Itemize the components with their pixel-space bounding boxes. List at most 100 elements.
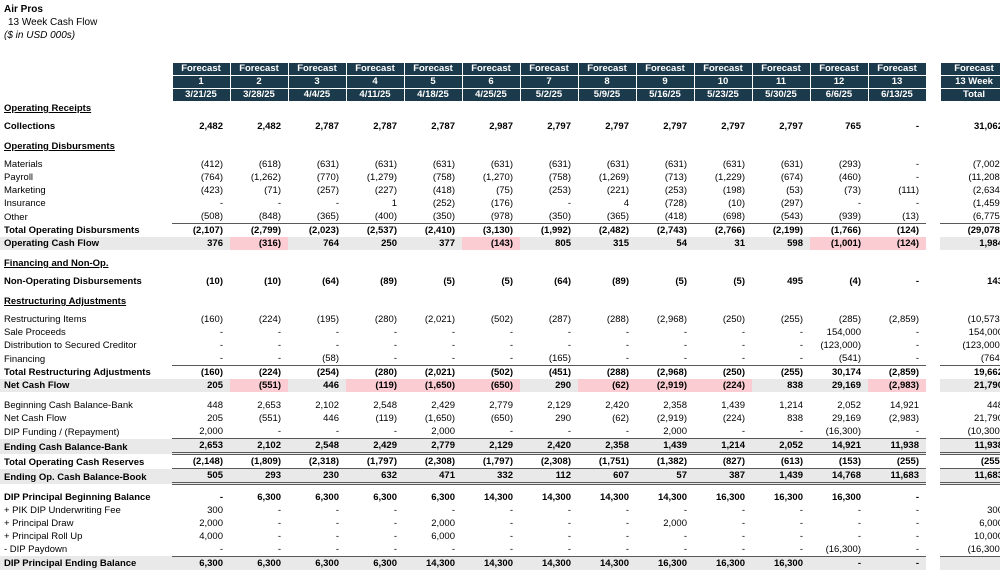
row-cell: - — [625, 530, 629, 542]
col-type-1: Forecast — [171, 62, 231, 76]
row-cell: - — [799, 517, 803, 529]
row-cell: 838 — [752, 379, 810, 392]
col-type-7: Forecast — [519, 62, 579, 76]
row-cell: (412) — [200, 159, 223, 170]
row-gap — [926, 339, 940, 352]
row-cell: (1,797) — [366, 456, 397, 467]
row-gap — [926, 399, 940, 412]
row-cell: 230 — [288, 468, 346, 485]
row-cell: (1,229) — [714, 172, 745, 183]
row-cell: - — [335, 517, 339, 529]
row-cell: (176) — [490, 198, 513, 209]
row-cell: (2,023) — [288, 223, 346, 237]
col-week-6: 6 — [461, 75, 521, 89]
row-cell: (89) — [380, 276, 397, 287]
row-cell: - — [915, 340, 919, 351]
row-spacer — [0, 288, 1000, 295]
row-cell: - — [567, 517, 571, 529]
row-cell: - — [509, 340, 513, 351]
row-cell: - — [752, 425, 810, 439]
col-week-2: 2 — [229, 75, 289, 89]
table-row: Collections 2,482 2,482 2,787 2,787 2,787 2,98… — [0, 120, 1000, 133]
col-type-3: Forecast — [287, 62, 347, 76]
row-total-cell: (10,573) — [967, 314, 1000, 325]
row-cell: 16,300 — [636, 555, 694, 570]
header-gap-week — [926, 75, 940, 89]
row-total-cell: 10,000 — [973, 530, 1000, 542]
row-cell: - — [230, 425, 288, 439]
row-cell: - — [625, 517, 629, 529]
col-type-4: Forecast — [345, 62, 405, 76]
row-label: Non-Operating Disbursements — [4, 276, 142, 287]
col-date-total: Total — [939, 88, 1000, 102]
col-week-10: 10 — [693, 75, 753, 89]
row-cell: (255) — [780, 314, 803, 325]
row-total-cell: (255) — [980, 456, 1000, 467]
row-cell: (827) — [722, 456, 745, 467]
table-row: Ending Cash Balance-Bank 2,653 2,102 2,548 2… — [0, 438, 1000, 455]
row-total-cell: (16,300) — [940, 542, 1000, 557]
row-total-cell: (1,459) — [972, 198, 1000, 209]
row-label: Sale Proceeds — [4, 327, 66, 338]
row-cell: - — [277, 517, 281, 529]
row-cell: (2,199) — [752, 223, 810, 237]
row-cell: (631) — [316, 159, 339, 170]
row-cell: (2,968) — [656, 314, 687, 325]
row-cell: 30,174 — [810, 365, 868, 379]
row-cell: (287) — [548, 314, 571, 325]
row-cell: (58) — [322, 353, 339, 364]
row-cell: - — [578, 542, 636, 557]
row-total-cell: 11,683 — [940, 468, 1000, 485]
row-cell: 14,300 — [657, 491, 687, 503]
row-cell: - — [915, 276, 919, 287]
row-cell: 1 — [391, 198, 397, 209]
row-spacer — [0, 484, 1000, 491]
row-cell: (758) — [432, 172, 455, 183]
row-cell: (224) — [230, 365, 288, 379]
row-total-cell: 21,790 — [940, 379, 1000, 392]
row-cell: (5) — [443, 276, 455, 287]
row-cell: - — [567, 340, 571, 351]
col-week-9: 9 — [635, 75, 695, 89]
row-label: Net Cash Flow — [0, 379, 172, 392]
row-cell: - — [462, 542, 520, 557]
row-cell: (2,537) — [346, 223, 404, 237]
row-cell: - — [683, 340, 687, 351]
row-cell: - — [625, 353, 629, 364]
row-label: Collections — [4, 121, 56, 132]
row-cell: (2,859) — [888, 314, 919, 325]
section-heading-row: Operating Disbursments — [0, 140, 1000, 153]
row-cell: 16,300 — [831, 491, 861, 503]
row-cell: (1,269) — [598, 172, 629, 183]
row-cell: - — [393, 530, 397, 542]
row-cell: (2,859) — [868, 365, 926, 379]
row-total-cell: 143 — [987, 276, 1000, 287]
row-cell: (2,308) — [424, 456, 455, 467]
col-week-7: 7 — [519, 75, 579, 89]
header-row-week: 1 2 3 4 5 6 7 8 9 10 11 12 13 13 Week — [0, 75, 1000, 89]
col-type-2: Forecast — [229, 62, 289, 76]
col-type-10: Forecast — [693, 62, 753, 76]
row-cell: - — [462, 425, 520, 439]
row-cell: - — [219, 198, 223, 209]
row-cell: 2,429 — [346, 438, 404, 455]
col-type-9: Forecast — [635, 62, 695, 76]
row-cell: (541) — [838, 353, 861, 364]
row-label: DIP Principal Beginning Balance — [4, 491, 151, 503]
row-cell: 2,000 — [431, 517, 455, 529]
row-total-cell: (2,634) — [972, 185, 1000, 196]
row-cell: - — [741, 353, 745, 364]
row-cell: (618) — [258, 159, 281, 170]
col-week-8: 8 — [577, 75, 637, 89]
row-cell: - — [288, 425, 346, 439]
row-cell: 2,797 — [605, 121, 629, 132]
section-heading-row: Restructuring Adjustments — [0, 295, 1000, 308]
row-cell: (770) — [316, 172, 339, 183]
row-label: Total Operating Cash Reserves — [4, 456, 145, 468]
row-cell: 1,439 — [636, 438, 694, 455]
row-label: Ending Op. Cash Balance-Book — [0, 468, 172, 484]
row-total-cell: (123,000) — [962, 340, 1000, 351]
row-cell: - — [451, 340, 455, 351]
row-gap — [926, 504, 940, 517]
